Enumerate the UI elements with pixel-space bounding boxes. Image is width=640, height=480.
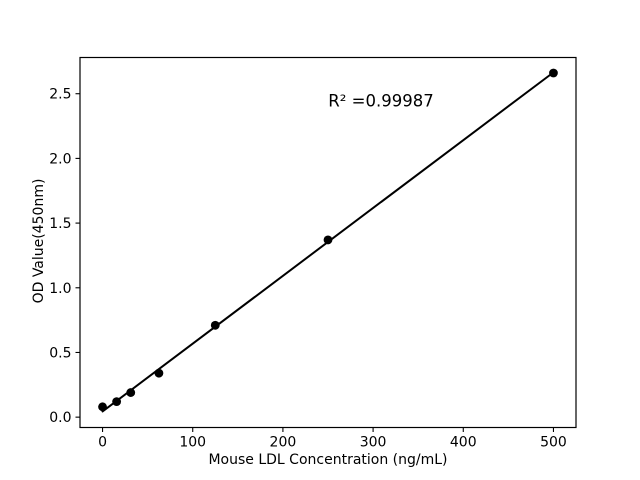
data-point: [210, 320, 220, 330]
y-tick-label: 1.5: [49, 216, 71, 232]
data-point: [98, 402, 107, 412]
x-axis-label: Mouse LDL Concentration (ng/mL): [208, 452, 448, 468]
data-point: [112, 397, 122, 407]
data-point: [154, 368, 164, 378]
x-tick-label: 400: [450, 435, 477, 451]
y-tick-label: 1.0: [49, 281, 71, 297]
data-point: [549, 68, 558, 78]
data-point: [323, 235, 333, 245]
r-squared-annotation: R² =0.99987: [328, 91, 434, 111]
x-tick-label: 100: [179, 435, 206, 451]
y-axis-label: OD Value(450nm): [31, 178, 47, 304]
y-tick-label: 2.0: [49, 151, 71, 167]
y-tick-label: 0.0: [49, 410, 71, 426]
data-point: [126, 388, 136, 397]
x-tick-label: 200: [270, 435, 297, 451]
y-tick-label: 2.5: [49, 87, 71, 103]
x-tick-label: 300: [360, 435, 387, 451]
x-tick-label: 0: [98, 435, 107, 451]
x-tick-label: 500: [540, 435, 567, 451]
axes-spines: [79, 56, 577, 429]
y-tick-label: 0.5: [49, 345, 71, 361]
